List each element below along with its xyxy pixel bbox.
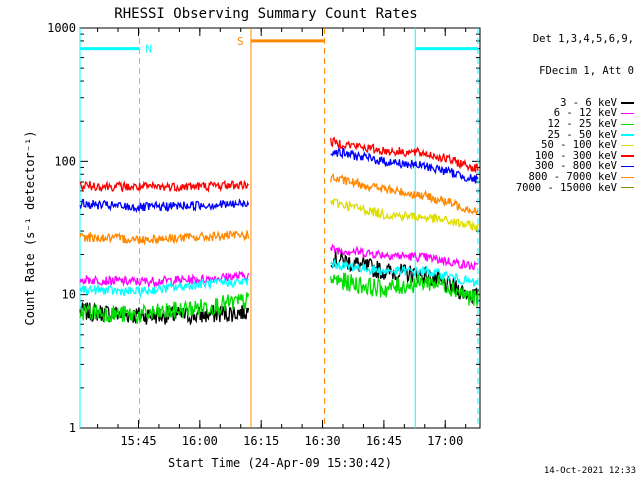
y-tick-label: 100 (54, 154, 76, 168)
x-tick-label: 16:45 (366, 434, 402, 448)
legend-entry: 7000 - 15000 keV (515, 181, 634, 194)
legend-entry: 6 - 12 keV (516, 108, 634, 119)
legend-swatch (621, 165, 634, 168)
y-axis-label: Count Rate (s⁻¹ detector⁻¹) (23, 130, 37, 325)
series-line (330, 198, 479, 232)
legend-entry: 100 - 300 keV (516, 151, 634, 162)
legend-entry: 25 - 50 keV (516, 128, 634, 141)
legend-label: 800 - 7000 keV (528, 170, 617, 183)
legend-entry: 12 - 25 keV (516, 119, 634, 130)
legend-items: 3 - 6 keV 6 - 12 keV 12 - 25 keV 25 - 50 ke… (516, 98, 634, 193)
series-line (330, 243, 479, 271)
legend-swatch (621, 187, 634, 189)
legend-swatch (621, 144, 634, 147)
series-line (79, 292, 250, 324)
series-line (330, 249, 479, 305)
x-tick-label: 15:45 (120, 434, 156, 448)
series-line (79, 277, 249, 299)
x-tick-label: 16:15 (243, 434, 279, 448)
series-line (330, 146, 479, 184)
flag-label: S (237, 35, 244, 48)
legend-swatch (621, 123, 634, 125)
y-tick-label: 1000 (47, 21, 76, 35)
legend-entry: 3 - 6 keV (516, 98, 634, 109)
flag-label: N (146, 43, 153, 56)
x-axis-label: Start Time (24-Apr-09 15:30:42) (168, 456, 392, 470)
legend-swatch (621, 134, 634, 136)
series-line (330, 136, 479, 173)
x-tick-label: 16:30 (304, 434, 340, 448)
legend-label: 300 - 800 keV (534, 160, 617, 173)
series-line (330, 272, 479, 307)
legend-entry: 300 - 800 keV (516, 161, 634, 172)
legend-swatch (621, 112, 634, 115)
legend-header-line: Det 1,3,4,5,6,9, (532, 33, 634, 46)
plot-marks: 1 10 100 1000 15:45 16:00 16:15 16:30 16:45 17:00… (47, 21, 481, 448)
series-line (330, 258, 479, 288)
legend-swatch (621, 102, 634, 104)
legend-swatch (621, 176, 634, 178)
render-timestamp: 14-Oct-2021 12:33 (543, 466, 636, 476)
y-tick-label: 1 (69, 421, 76, 435)
x-tick-label: 17:00 (427, 434, 463, 448)
legend: Det 1,3,4,5,6,9, FDecim 1, Att 0 3 - 6 k… (516, 13, 634, 214)
legend-label: 100 - 300 keV (534, 149, 617, 162)
y-tick-label: 10 (62, 288, 76, 302)
series-line (79, 179, 250, 193)
x-tick-label: 16:00 (182, 434, 218, 448)
series-line (79, 198, 250, 214)
chart-title: RHESSI Observing Summary Count Rates (114, 6, 417, 22)
legend-label: 50 - 100 keV (541, 139, 617, 152)
legend-label: 3 - 6 keV (560, 96, 617, 109)
legend-entry: 50 - 100 keV (516, 140, 634, 151)
legend-label: 7000 - 15000 keV (515, 181, 617, 194)
legend-label: 6 - 12 keV (553, 107, 617, 120)
legend-entry: 800 - 7000 keV (516, 172, 634, 183)
legend-swatch (621, 155, 634, 157)
legend-label: 12 - 25 keV (547, 117, 617, 130)
legend-label: 25 - 50 keV (547, 128, 617, 141)
series-line (79, 230, 250, 246)
legend-header-line: FDecim 1, Att 0 (539, 64, 634, 77)
series-line (330, 173, 479, 216)
